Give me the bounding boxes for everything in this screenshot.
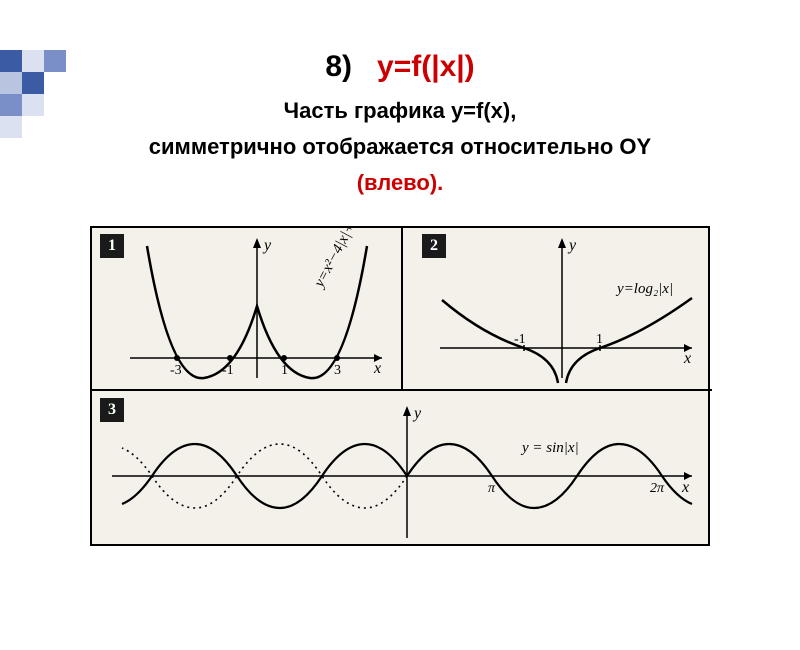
corner-decoration xyxy=(0,50,120,140)
panel-3-x-label: x xyxy=(681,479,689,496)
title-number: 8) xyxy=(325,50,352,83)
title: 8) y=f(|x|) xyxy=(0,50,800,84)
title-formula: y=f(|x|) xyxy=(377,50,475,83)
panel-3-y-label: y xyxy=(412,405,422,422)
panel-3-tick-2pi: 2π xyxy=(650,481,665,496)
panel-3-graph: y x π 2π y = sin|x| xyxy=(92,228,712,548)
panel-3-equation: y = sin|x| xyxy=(520,440,579,456)
subtitle-line-2: симметрично отображается относительно OY xyxy=(0,134,800,160)
subtitle-line-3: (влево). xyxy=(0,170,800,196)
subtitle-line-1: Часть графика y=f(x), xyxy=(0,98,800,124)
graphs-container: 1 2 3 y x -3 -1 1 3 y=x²−4|x|+3 y x -1 xyxy=(90,226,710,546)
panel-3-tick-pi: π xyxy=(488,481,496,496)
